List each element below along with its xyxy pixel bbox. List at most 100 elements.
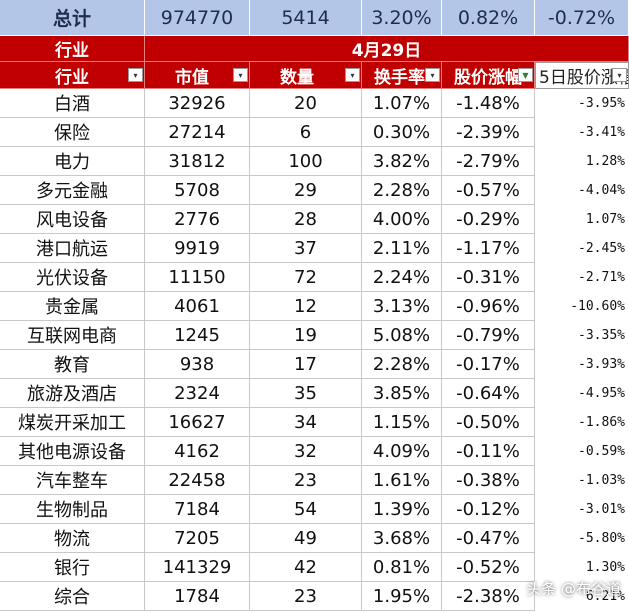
data-cell: 9919 <box>145 234 250 263</box>
filter-button[interactable]: ▾ <box>233 68 248 82</box>
data-cell: 4162 <box>145 437 250 466</box>
data-cell: -0.50% <box>442 408 535 437</box>
data-cell: -5.80% <box>578 531 625 546</box>
data-cell: 1.15% <box>362 408 442 437</box>
data-cell: -1.86% <box>578 415 625 430</box>
data-cell: -0.12% <box>442 495 535 524</box>
data-cell: -4.04% <box>578 183 625 198</box>
data-cell: 6.21% <box>585 589 625 604</box>
filter-button[interactable]: ▾ <box>425 68 440 82</box>
data-cell: 7184 <box>145 495 250 524</box>
data-cell: -1.03% <box>578 473 625 488</box>
data-cell: 旅游及酒店 <box>0 379 145 408</box>
data-cell: 12 <box>250 292 362 321</box>
data-cell: 23 <box>250 582 362 611</box>
data-cell: -0.17% <box>442 350 535 379</box>
data-cell: 1.39% <box>362 495 442 524</box>
data-cell: 2.28% <box>362 176 442 205</box>
data-cell: -0.31% <box>442 263 535 292</box>
data-cell: -0.52% <box>442 553 535 582</box>
data-cell: 0.30% <box>362 118 442 147</box>
summary-cell: 0.82% <box>442 0 535 36</box>
data-cell: 1.07% <box>585 212 625 227</box>
group-label: 行业 <box>0 36 145 62</box>
data-cell: 1.30% <box>585 560 625 575</box>
data-cell: -10.60% <box>570 299 625 314</box>
data-cell: 教育 <box>0 350 145 379</box>
data-cell: -3.95% <box>578 96 625 111</box>
summary-cell: 5414 <box>250 0 362 36</box>
data-cell: 23 <box>250 466 362 495</box>
data-cell: 3.13% <box>362 292 442 321</box>
date-header: 4月29日 <box>145 36 629 62</box>
data-cell: 4061 <box>145 292 250 321</box>
data-cell: -0.59% <box>578 444 625 459</box>
data-cell: 2324 <box>145 379 250 408</box>
data-cell: -0.96% <box>442 292 535 321</box>
data-cell: -0.64% <box>442 379 535 408</box>
watermark: 头条 @布谷道 <box>526 580 621 598</box>
data-cell: 27214 <box>145 118 250 147</box>
column-header: 数量 <box>250 62 362 89</box>
data-cell: 1245 <box>145 321 250 350</box>
data-cell: 生物制品 <box>0 495 145 524</box>
data-cell: 28 <box>250 205 362 234</box>
data-cell: 电力 <box>0 147 145 176</box>
column-header: 市值 <box>145 62 250 89</box>
data-cell: 1.28% <box>585 154 625 169</box>
data-cell: 5.08% <box>362 321 442 350</box>
data-cell: -0.47% <box>442 524 535 553</box>
filter-button[interactable]: ▾ <box>612 68 627 82</box>
summary-cell: 总计 <box>0 0 145 36</box>
data-cell: 1.07% <box>362 89 442 118</box>
filter-button[interactable]: ▾ <box>345 68 360 82</box>
summary-cell: 3.20% <box>362 0 442 36</box>
data-cell: 3.85% <box>362 379 442 408</box>
data-cell: 4.00% <box>362 205 442 234</box>
data-cell: 港口航运 <box>0 234 145 263</box>
data-cell: 32926 <box>145 89 250 118</box>
data-cell: 17 <box>250 350 362 379</box>
data-cell: 7205 <box>145 524 250 553</box>
data-cell: 其他电源设备 <box>0 437 145 466</box>
column-header: 行业 <box>0 62 145 89</box>
data-cell: -1.48% <box>442 89 535 118</box>
data-cell: 4.09% <box>362 437 442 466</box>
data-cell: 贵金属 <box>0 292 145 321</box>
data-cell: -2.71% <box>578 270 625 285</box>
data-cell: 11150 <box>145 263 250 292</box>
data-cell: 34 <box>250 408 362 437</box>
data-cell: 1.95% <box>362 582 442 611</box>
data-cell: 2.28% <box>362 350 442 379</box>
filter-button[interactable]: ▾ <box>128 68 143 82</box>
data-cell: 22458 <box>145 466 250 495</box>
data-cell: 银行 <box>0 553 145 582</box>
data-cell: -0.38% <box>442 466 535 495</box>
column-header: 5日股价涨幅 <box>535 62 629 89</box>
filter-button[interactable]: ▼ <box>518 68 533 82</box>
data-cell: -3.93% <box>578 357 625 372</box>
data-cell: 938 <box>145 350 250 379</box>
data-cell: 20 <box>250 89 362 118</box>
data-cell: -0.11% <box>442 437 535 466</box>
data-cell: -0.29% <box>442 205 535 234</box>
data-cell: 16627 <box>145 408 250 437</box>
data-cell: 49 <box>250 524 362 553</box>
data-cell: 35 <box>250 379 362 408</box>
data-cell: -2.38% <box>442 582 535 611</box>
data-cell: 6 <box>250 118 362 147</box>
data-cell: 100 <box>250 147 362 176</box>
data-cell: -0.79% <box>442 321 535 350</box>
data-cell: -2.39% <box>442 118 535 147</box>
data-cell: -1.17% <box>442 234 535 263</box>
data-cell: 2.24% <box>362 263 442 292</box>
data-cell: 19 <box>250 321 362 350</box>
data-cell: 保险 <box>0 118 145 147</box>
data-cell: 1784 <box>145 582 250 611</box>
data-cell: 29 <box>250 176 362 205</box>
data-cell: 煤炭开采加工 <box>0 408 145 437</box>
data-cell: 0.81% <box>362 553 442 582</box>
data-cell: 141329 <box>145 553 250 582</box>
data-cell: 31812 <box>145 147 250 176</box>
